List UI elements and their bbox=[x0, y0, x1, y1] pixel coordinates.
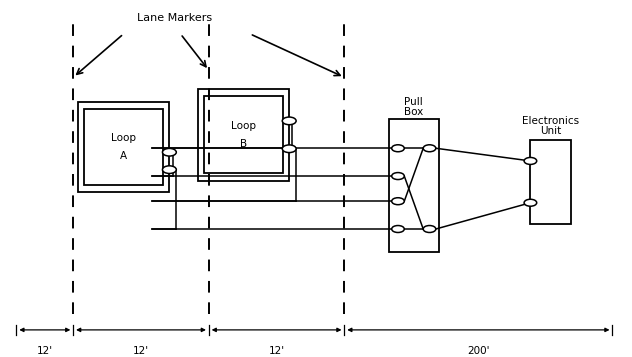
Text: 12': 12' bbox=[269, 346, 284, 356]
Circle shape bbox=[392, 226, 404, 232]
Bar bbox=[530, 140, 571, 223]
Text: 12': 12' bbox=[133, 346, 149, 356]
Text: Loop: Loop bbox=[111, 133, 136, 143]
Circle shape bbox=[162, 149, 176, 156]
Circle shape bbox=[392, 172, 404, 180]
Text: Lane Markers: Lane Markers bbox=[137, 13, 212, 23]
Circle shape bbox=[162, 166, 176, 174]
Bar bbox=[78, 102, 169, 192]
Circle shape bbox=[423, 145, 436, 152]
Bar bbox=[204, 96, 283, 173]
Bar bbox=[84, 109, 163, 185]
Text: Pull: Pull bbox=[404, 97, 423, 107]
Circle shape bbox=[524, 199, 537, 206]
Circle shape bbox=[283, 145, 296, 152]
Circle shape bbox=[524, 157, 537, 165]
Text: 200': 200' bbox=[467, 346, 490, 356]
Text: B: B bbox=[240, 139, 247, 149]
Text: A: A bbox=[120, 151, 127, 161]
Circle shape bbox=[283, 117, 296, 125]
Circle shape bbox=[423, 226, 436, 232]
Text: 12': 12' bbox=[37, 346, 53, 356]
Text: Electronics: Electronics bbox=[522, 116, 580, 126]
Bar bbox=[198, 89, 289, 181]
Circle shape bbox=[392, 145, 404, 152]
Text: Loop: Loop bbox=[231, 121, 256, 131]
Text: Box: Box bbox=[404, 107, 423, 117]
Circle shape bbox=[392, 198, 404, 205]
Bar bbox=[389, 119, 439, 252]
Text: Unit: Unit bbox=[540, 126, 561, 136]
